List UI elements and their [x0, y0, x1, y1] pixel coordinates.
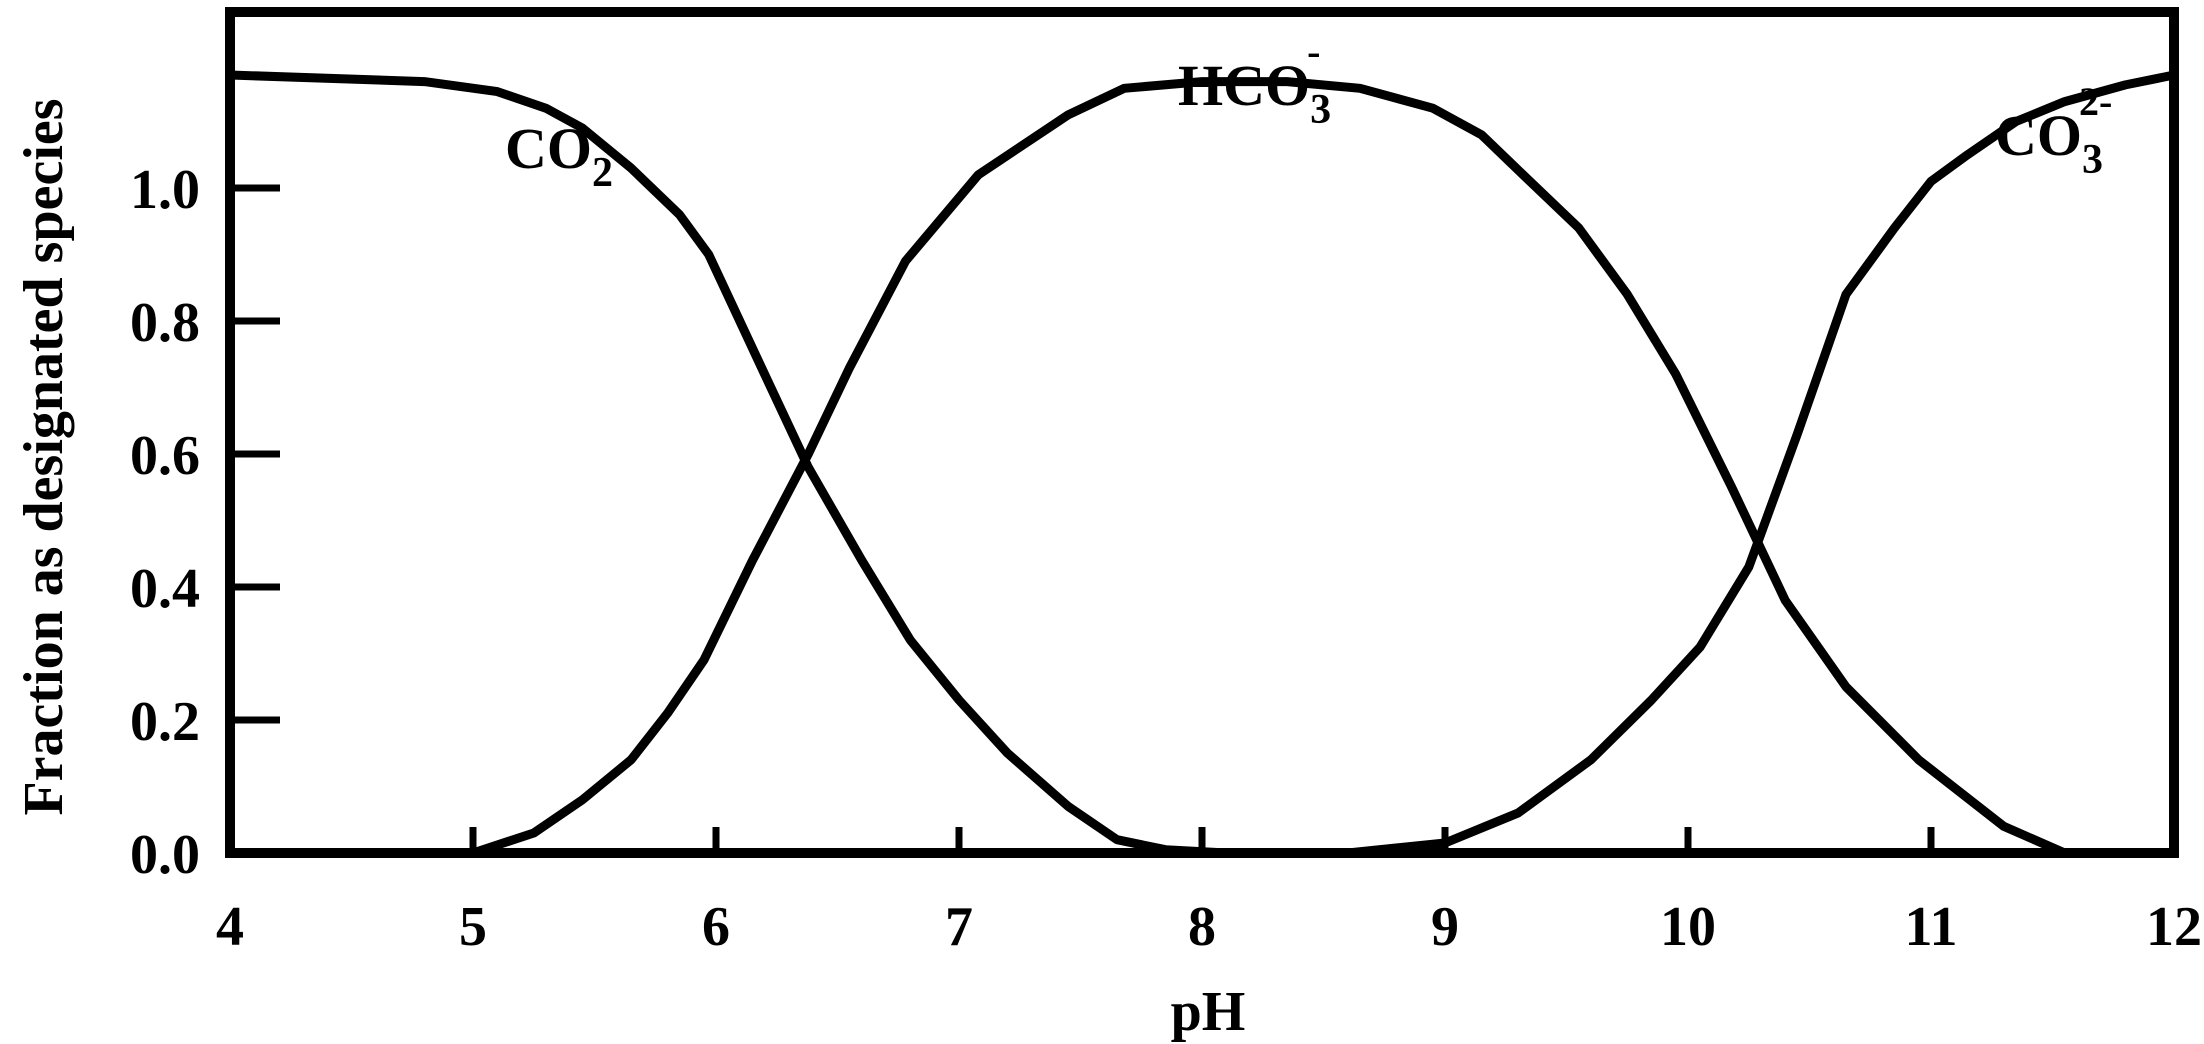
x-axis-title: pH: [1171, 981, 1246, 1043]
series-line-hco3: [444, 77, 2070, 858]
axes: 4 5 6 7 8 9 10 11 12 0.0 0.2 0.4 0.6 0.8 1.0: [130, 7, 2202, 958]
series-line-co2: [225, 70, 1304, 858]
species-label-co3: CO32-: [1995, 79, 2112, 183]
x-tick-label: 4: [216, 896, 244, 958]
labels: pH Fraction as designated species CO2 HCO…: [13, 29, 2112, 1043]
x-tick-label: 12: [2146, 896, 2202, 958]
y-tick-label: 0.2: [130, 691, 200, 753]
y-tick-label: 0.0: [130, 824, 200, 886]
curves: [225, 70, 2179, 858]
y-axis-title: Fraction as designated species: [13, 98, 75, 815]
species-label-co2: CO2: [505, 116, 613, 196]
x-tick-label: 10: [1660, 896, 1716, 958]
species-label-hco3: HCO3-: [1178, 29, 1331, 133]
x-tick-label: 7: [945, 896, 973, 958]
y-tick-label: 1.0: [130, 159, 200, 221]
x-tick-label: 9: [1431, 896, 1459, 958]
x-tick-label: 6: [702, 896, 730, 958]
x-tick-label: 5: [459, 896, 487, 958]
x-tick-label: 11: [1905, 896, 1958, 958]
x-tick-label: 8: [1188, 896, 1216, 958]
y-tick-label: 0.6: [130, 425, 200, 487]
y-tick-label: 0.8: [130, 292, 200, 354]
y-tick-label: 0.4: [130, 558, 200, 620]
series-line-co3: [1343, 70, 2179, 858]
